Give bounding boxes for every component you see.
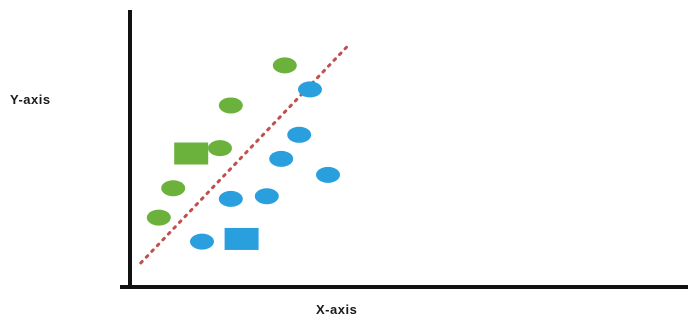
green-square-point xyxy=(174,142,209,165)
green-point xyxy=(272,57,297,74)
green-point xyxy=(218,97,243,114)
green-point xyxy=(161,180,186,197)
blue-point xyxy=(269,150,294,167)
green-point xyxy=(208,140,232,157)
blue-point xyxy=(298,81,322,98)
blue-point xyxy=(316,166,340,183)
blue-point xyxy=(218,190,243,207)
x-axis-label: X-axis xyxy=(316,302,358,317)
data-points xyxy=(146,57,340,250)
blue-square-point xyxy=(224,227,259,250)
decision-boundary-line xyxy=(139,42,352,265)
y-axis-label: Y-axis xyxy=(10,92,51,107)
green-point xyxy=(146,209,171,226)
blue-point xyxy=(190,233,214,250)
blue-point xyxy=(254,188,279,205)
blue-point xyxy=(287,126,312,143)
